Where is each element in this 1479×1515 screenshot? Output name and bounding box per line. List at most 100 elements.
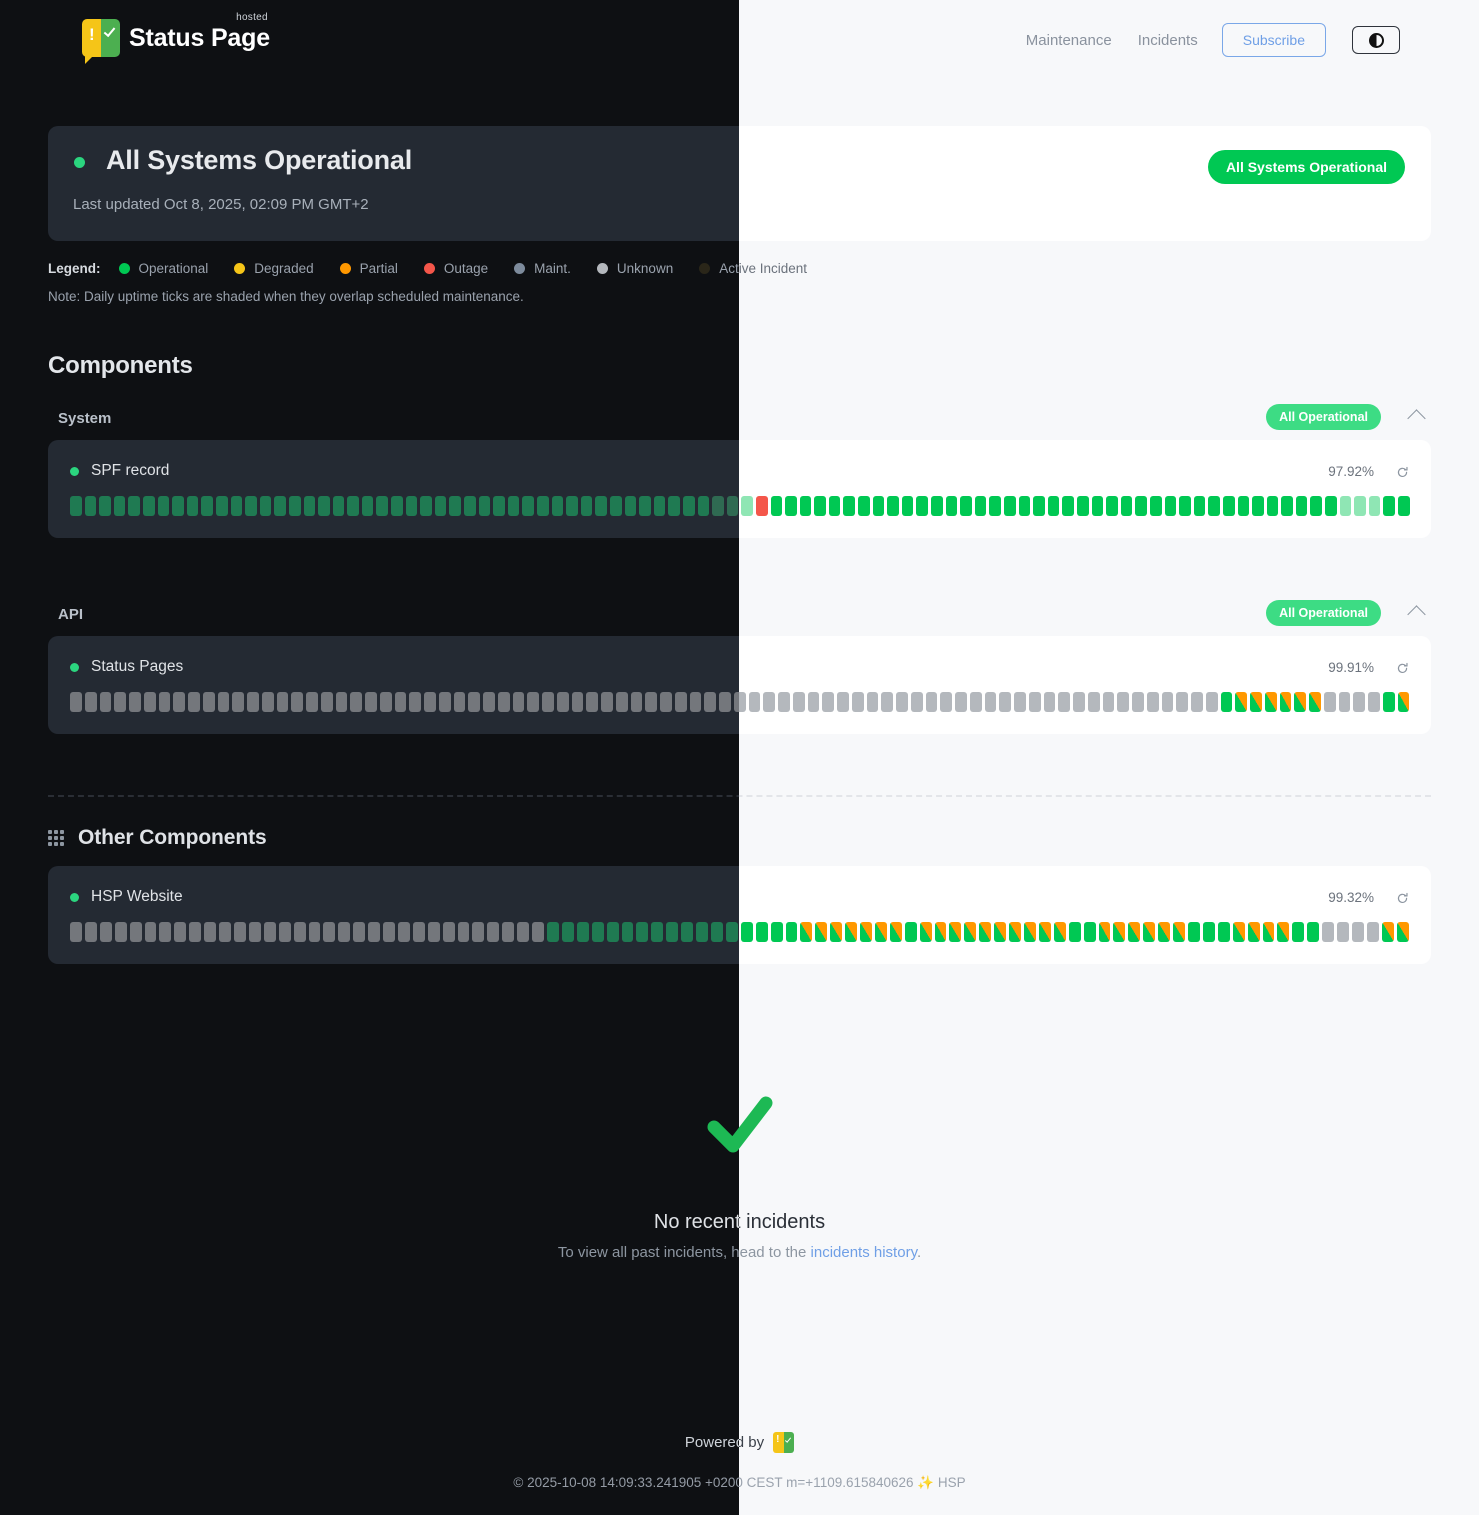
- uptime-tick[interactable]: [925, 692, 938, 712]
- uptime-tick[interactable]: [1322, 922, 1335, 942]
- uptime-tick[interactable]: [814, 496, 826, 516]
- uptime-tick[interactable]: [636, 922, 649, 942]
- uptime-tick[interactable]: [755, 922, 768, 942]
- uptime-tick[interactable]: [904, 922, 917, 942]
- uptime-tick[interactable]: [1102, 692, 1115, 712]
- uptime-tick[interactable]: [845, 922, 858, 942]
- uptime-tick[interactable]: [1113, 922, 1126, 942]
- uptime-tick[interactable]: [142, 496, 155, 516]
- chevron-up-icon[interactable]: [1407, 605, 1426, 624]
- uptime-tick[interactable]: [1024, 922, 1036, 942]
- uptime-tick[interactable]: [542, 692, 554, 712]
- uptime-tick[interactable]: [1222, 496, 1235, 516]
- uptime-tick[interactable]: [697, 496, 710, 516]
- uptime-tick[interactable]: [306, 692, 318, 712]
- uptime-tick[interactable]: [1262, 922, 1275, 942]
- uptime-tick[interactable]: [901, 496, 914, 516]
- uptime-tick[interactable]: [527, 692, 539, 712]
- uptime-tick[interactable]: [303, 496, 316, 516]
- uptime-tick[interactable]: [561, 922, 574, 942]
- uptime-tick[interactable]: [689, 692, 702, 712]
- uptime-tick[interactable]: [1339, 496, 1352, 516]
- uptime-tick[interactable]: [144, 922, 157, 942]
- uptime-tick[interactable]: [1309, 692, 1321, 712]
- subscribe-button[interactable]: Subscribe: [1221, 23, 1326, 57]
- uptime-tick[interactable]: [733, 692, 746, 712]
- uptime-tick[interactable]: [263, 922, 276, 942]
- uptime-tick[interactable]: [566, 496, 578, 516]
- uptime-tick[interactable]: [799, 496, 812, 516]
- uptime-tick[interactable]: [1058, 692, 1070, 712]
- uptime-tick[interactable]: [872, 496, 885, 516]
- uptime-tick[interactable]: [1277, 922, 1290, 942]
- uptime-tick[interactable]: [1098, 922, 1111, 942]
- refresh-arrow-icon[interactable]: [1396, 465, 1409, 478]
- uptime-tick[interactable]: [940, 692, 952, 712]
- uptime-tick[interactable]: [276, 692, 289, 712]
- uptime-tick[interactable]: [1038, 922, 1051, 942]
- uptime-tick[interactable]: [291, 692, 303, 712]
- uptime-tick[interactable]: [1161, 692, 1174, 712]
- uptime-tick[interactable]: [532, 922, 544, 942]
- uptime-tick[interactable]: [173, 692, 185, 712]
- uptime-tick[interactable]: [651, 922, 664, 942]
- uptime-tick[interactable]: [1398, 496, 1410, 516]
- uptime-tick[interactable]: [964, 922, 977, 942]
- uptime-tick[interactable]: [1281, 496, 1293, 516]
- uptime-tick[interactable]: [449, 496, 462, 516]
- uptime-tick[interactable]: [896, 692, 908, 712]
- uptime-tick[interactable]: [741, 496, 753, 516]
- uptime-tick[interactable]: [1164, 496, 1177, 516]
- uptime-tick[interactable]: [230, 496, 243, 516]
- uptime-tick[interactable]: [621, 922, 634, 942]
- uptime-tick[interactable]: [770, 496, 783, 516]
- uptime-tick[interactable]: [1368, 692, 1380, 712]
- uptime-tick[interactable]: [755, 496, 768, 516]
- uptime-tick[interactable]: [955, 692, 967, 712]
- uptime-tick[interactable]: [547, 922, 559, 942]
- uptime-tick[interactable]: [332, 496, 345, 516]
- uptime-tick[interactable]: [601, 692, 613, 712]
- uptime-tick[interactable]: [999, 692, 1011, 712]
- uptime-tick[interactable]: [217, 692, 230, 712]
- uptime-tick[interactable]: [681, 922, 694, 942]
- uptime-tick[interactable]: [1381, 922, 1394, 942]
- uptime-tick[interactable]: [394, 692, 407, 712]
- uptime-tick[interactable]: [478, 496, 491, 516]
- uptime-tick[interactable]: [114, 922, 127, 942]
- uptime-tick[interactable]: [70, 496, 82, 516]
- uptime-tick[interactable]: [984, 692, 997, 712]
- uptime-tick[interactable]: [763, 692, 775, 712]
- uptime-tick[interactable]: [189, 922, 202, 942]
- uptime-tick[interactable]: [288, 496, 301, 516]
- uptime-tick[interactable]: [595, 496, 607, 516]
- uptime-tick[interactable]: [1366, 922, 1379, 942]
- uptime-tick[interactable]: [591, 922, 604, 942]
- uptime-tick[interactable]: [1247, 922, 1260, 942]
- uptime-tick[interactable]: [1191, 692, 1203, 712]
- uptime-tick[interactable]: [960, 496, 972, 516]
- uptime-tick[interactable]: [420, 496, 432, 516]
- refresh-arrow-icon[interactable]: [1396, 661, 1409, 674]
- uptime-tick[interactable]: [1187, 922, 1200, 942]
- uptime-tick[interactable]: [1220, 692, 1233, 712]
- uptime-tick[interactable]: [1176, 692, 1188, 712]
- uptime-tick[interactable]: [376, 496, 389, 516]
- uptime-tick[interactable]: [712, 496, 724, 516]
- uptime-tick[interactable]: [438, 692, 451, 712]
- uptime-tick[interactable]: [70, 922, 82, 942]
- uptime-tick[interactable]: [174, 922, 187, 942]
- uptime-tick[interactable]: [1132, 692, 1144, 712]
- uptime-tick[interactable]: [70, 692, 82, 712]
- uptime-tick[interactable]: [483, 692, 495, 712]
- uptime-tick[interactable]: [639, 496, 651, 516]
- uptime-tick[interactable]: [248, 922, 261, 942]
- uptime-tick[interactable]: [128, 496, 140, 516]
- uptime-tick[interactable]: [974, 496, 987, 516]
- uptime-tick[interactable]: [919, 922, 932, 942]
- uptime-tick[interactable]: [204, 922, 217, 942]
- uptime-tick[interactable]: [522, 496, 534, 516]
- uptime-tick[interactable]: [1337, 922, 1349, 942]
- uptime-tick[interactable]: [653, 496, 666, 516]
- uptime-tick[interactable]: [916, 496, 929, 516]
